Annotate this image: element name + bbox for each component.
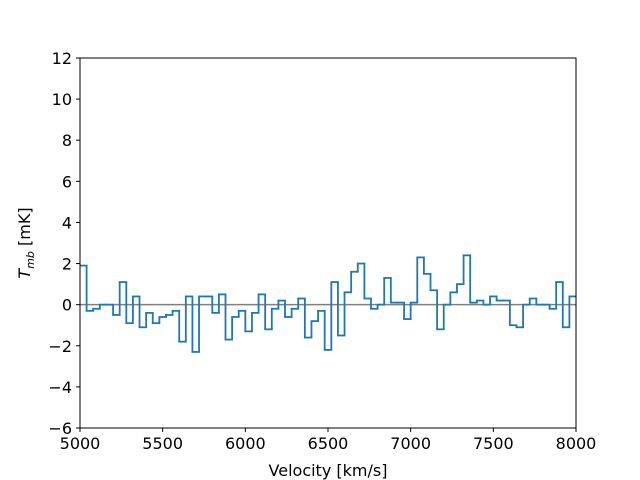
plot-area [80,254,576,353]
x-tick-label: 8000 [556,434,597,453]
x-tick-label: 6500 [308,434,349,453]
y-label-subscript: mb [24,251,37,269]
x-tick-label: 5500 [142,434,183,453]
y-tick-label: 0 [62,296,72,315]
y-tick-label: −6 [48,419,72,438]
y-label-symbol: T [15,268,34,279]
y-tick-label: −2 [48,337,72,356]
y-tick-label: 2 [62,255,72,274]
y-tick-label: 6 [62,172,72,191]
x-axis-label: Velocity [km/s] [269,461,388,480]
x-tick-label: 7000 [390,434,431,453]
y-tick-label: 8 [62,131,72,150]
y-label-unit: [mK] [15,207,34,246]
y-axis-label: Tmb [mK] [15,207,37,278]
y-tick-label: 10 [52,90,72,109]
x-tick-label: 7500 [473,434,514,453]
y-tick-label: 12 [52,49,72,68]
y-tick-label: 4 [62,213,72,232]
x-tick-label: 6000 [225,434,266,453]
plot-frame [79,57,577,429]
x-tick-label: 5000 [60,434,101,453]
y-tick-label: −4 [48,378,72,397]
